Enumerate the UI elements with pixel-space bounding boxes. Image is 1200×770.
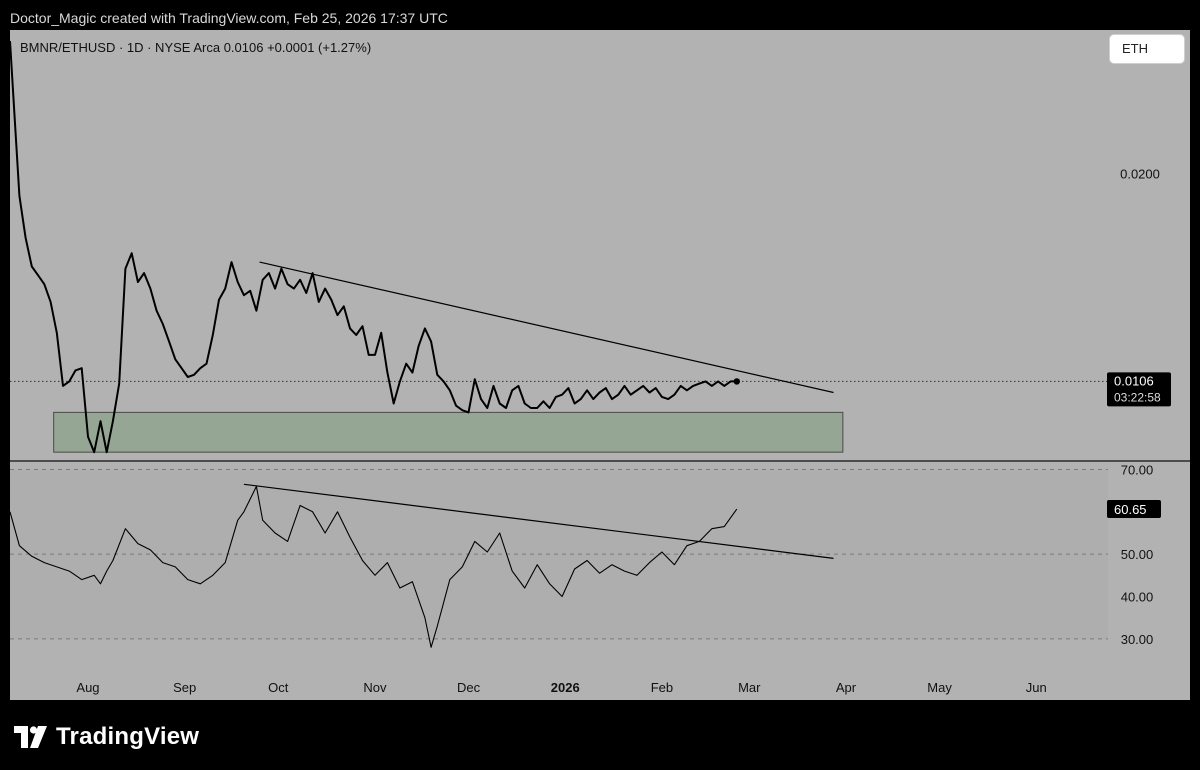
- price-series-line: [10, 41, 737, 454]
- last-price-dot: [733, 378, 741, 385]
- time-axis-tick-label: Feb: [651, 680, 673, 695]
- rsi-axis-tick-label: 30.00: [1121, 632, 1154, 647]
- time-axis-tick-label: Mar: [738, 680, 761, 695]
- brand-logo: TradingView: [14, 720, 199, 754]
- time-axis-tick-label: Apr: [836, 680, 857, 695]
- rsi-value-label: 60.65: [1114, 502, 1147, 517]
- tradingview-logo-icon: [14, 726, 47, 748]
- rsi-series-line: [10, 485, 738, 648]
- time-axis-tick-label: Dec: [457, 680, 481, 695]
- rsi-axis-tick-label: 70.00: [1121, 462, 1154, 477]
- time-axis-tick-label: Nov: [363, 680, 387, 695]
- rsi-axis-tick-label: 40.00: [1121, 589, 1154, 604]
- rsi-axis-tick-label: 50.00: [1121, 547, 1154, 562]
- last-price-label-bg: [1107, 372, 1171, 407]
- chart-svg[interactable]: 0.0200 0.0106 03:22:58 70.00 50.00 40.00 30.0…: [10, 30, 1190, 700]
- time-axis-tick-label: Aug: [76, 680, 99, 695]
- time-axis-tick-label: May: [927, 680, 952, 695]
- rsi-trendline: [243, 483, 834, 559]
- compare-symbol-button[interactable]: ETH: [1110, 35, 1184, 63]
- support-zone: [53, 411, 844, 453]
- chart-panel[interactable]: 0.0200 0.0106 03:22:58 70.00 50.00 40.00 30.0…: [10, 30, 1190, 700]
- brand-name: TradingView: [56, 723, 200, 750]
- last-price-label: 0.0106: [1114, 373, 1154, 388]
- time-axis-tick-label: Sep: [173, 680, 196, 695]
- time-axis: Aug Sep Oct Nov Dec 2026 Feb Mar Apr May Jun: [76, 680, 1046, 695]
- time-axis-tick-label: Oct: [268, 680, 289, 695]
- attribution-text: Doctor_Magic created with TradingView.co…: [10, 10, 448, 26]
- rsi-pane[interactable]: 70.00 50.00 40.00 30.00 60.65: [10, 462, 1161, 648]
- price-trendline: [259, 261, 834, 394]
- rsi-value-label-bg: [1107, 500, 1161, 519]
- time-axis-tick-label: 2026: [551, 680, 580, 695]
- time-axis-tick-label: Jun: [1026, 680, 1047, 695]
- price-axis-tick-label: 0.0200: [1120, 167, 1160, 182]
- chart-title: BMNR/ETHUSD · 1D · NYSE Arca 0.0106 +0.0…: [20, 40, 371, 55]
- countdown-label: 03:22:58: [1114, 390, 1161, 404]
- rsi-band: [10, 469, 1108, 639]
- price-pane[interactable]: 0.0200 0.0106 03:22:58: [10, 41, 1171, 454]
